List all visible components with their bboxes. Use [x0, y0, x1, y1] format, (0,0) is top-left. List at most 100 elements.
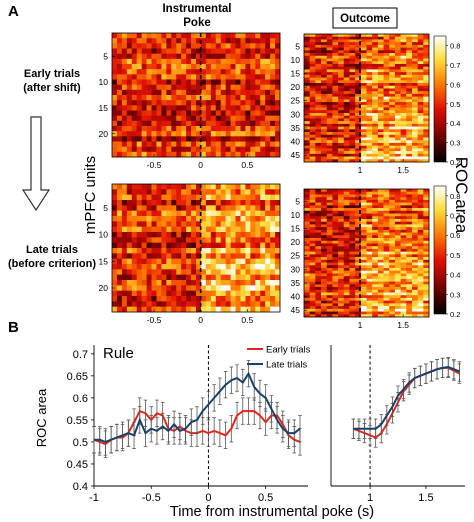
heatmap-cell [343, 72, 350, 76]
heatmap-cell [161, 189, 167, 195]
heatmap-cell [326, 289, 333, 293]
heatmap-cell [181, 74, 187, 80]
heatmap-cell [176, 210, 182, 217]
heatmap-cell [171, 151, 177, 158]
heatmap-cell [417, 199, 424, 203]
heatmap-cell [332, 123, 339, 127]
heatmap-cell [304, 257, 310, 261]
heatmap-cell [349, 229, 356, 233]
heatmap-cell [171, 33, 177, 39]
heatmap-cell [265, 194, 271, 201]
heatmap-cell [326, 194, 333, 198]
heatmap-cell [176, 38, 182, 44]
heatmap-cell [176, 264, 182, 270]
heatmap-cell [406, 284, 413, 288]
heatmap-cell [423, 61, 430, 65]
series-line-late-trials [94, 371, 301, 443]
heatmap-cell [225, 136, 231, 142]
heatmap-cell [411, 99, 418, 103]
heatmap-cell [360, 159, 367, 163]
heatmap-cell [131, 105, 137, 111]
heatmap-cell [225, 53, 231, 60]
heatmap-cell [304, 235, 310, 239]
heatmap-cell [389, 93, 396, 97]
heatmap-cell [394, 47, 401, 51]
heatmap-cell [131, 74, 137, 80]
heatmap-cell [181, 105, 187, 111]
heatmap-cell [265, 226, 271, 233]
heatmap-cell [245, 43, 251, 49]
heatmap-cell [338, 91, 345, 95]
heatmap-cell [355, 55, 362, 59]
heatmap-cell [377, 110, 384, 114]
heatmap-cell [377, 44, 384, 48]
heatmap-cell [230, 126, 236, 132]
heatmap-cell [136, 216, 142, 222]
heatmap-cell [275, 205, 281, 211]
heatmap-cell [400, 85, 407, 89]
heatmap-cell [166, 216, 172, 222]
heatmap-cell [265, 264, 271, 270]
heatmap-cell [349, 145, 356, 149]
heatmap-cell [196, 100, 202, 106]
heatmap-cell [161, 151, 167, 158]
heatmap-cell [315, 227, 322, 231]
heatmap-cell [215, 100, 221, 106]
heatmap-cell [309, 306, 316, 310]
heatmap-cell [309, 311, 316, 315]
heatmap-cell [121, 242, 128, 249]
heatmap-cell [400, 259, 407, 263]
heatmap-cell [315, 284, 322, 288]
heatmap-cell [406, 134, 413, 138]
heatmap-cell [186, 242, 192, 249]
heatmap-cell [417, 227, 424, 231]
heatmap-cell [220, 38, 226, 44]
heatmap-cell [176, 285, 182, 291]
heatmap-cell [230, 264, 236, 270]
heatmap-cell [406, 156, 413, 160]
heatmap-cell [338, 74, 345, 78]
heatmap-cell [343, 238, 350, 242]
heatmap-cell [235, 184, 241, 190]
heatmap-cell [245, 296, 251, 302]
heatmap-cell [321, 240, 328, 244]
heatmap-cell [304, 83, 310, 87]
heatmap-cell [417, 69, 424, 73]
heatmap-cell [146, 151, 152, 158]
heatmap-cell [309, 74, 316, 78]
heatmap-cell [215, 290, 221, 297]
heatmap-cell [260, 274, 266, 281]
heatmap-cell [230, 232, 236, 238]
heatmap-cell [136, 89, 142, 96]
heatmap-cell [338, 295, 345, 299]
heatmap-cell [245, 69, 251, 75]
heatmap-cell [326, 314, 333, 318]
heatmap-cell [355, 74, 362, 78]
heatmap-cell [360, 140, 367, 144]
heatmap-cell [136, 58, 142, 65]
heatmap-cell [315, 257, 322, 261]
heatmap-cell [423, 88, 430, 92]
heatmap-cell [245, 64, 251, 70]
heatmap-cell [126, 110, 133, 116]
heatmap-cell [210, 285, 217, 291]
heatmap-cell [394, 224, 401, 228]
heatmap-cell [417, 276, 424, 280]
heatmap-cell [406, 115, 413, 119]
heatmap-cell [321, 224, 328, 228]
heatmap-cell [389, 295, 396, 299]
heatmap-cell [366, 235, 373, 239]
heatmap-cell [411, 66, 418, 70]
heatmap-cell [304, 134, 310, 138]
heatmap-cell [423, 281, 430, 285]
heatmap-cell [235, 33, 241, 39]
heatmap-cell [171, 53, 177, 60]
heatmap-cell [372, 189, 379, 193]
heatmap-cell [423, 224, 430, 228]
heatmap-cell [260, 120, 266, 127]
heatmap-cell [411, 153, 418, 157]
heatmap-cell [326, 273, 333, 277]
heatmap-cell [230, 280, 236, 286]
heatmap-cell [423, 297, 430, 301]
heatmap-cell [176, 64, 182, 70]
